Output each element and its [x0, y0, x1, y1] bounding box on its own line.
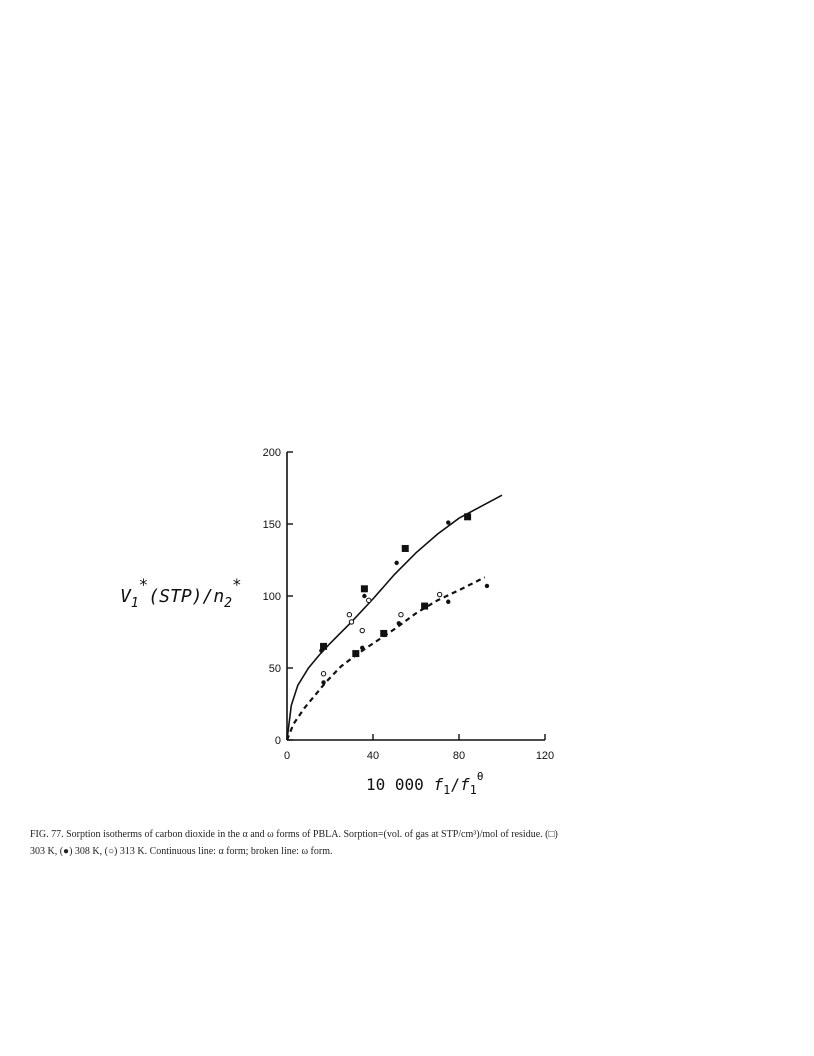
tick-group: 0 50 100 150 200 0 40 80 120: [263, 447, 555, 762]
dot-marker: [484, 583, 490, 589]
x-axis-label: 10 000 f1/f1θ: [366, 770, 483, 797]
dot-marker: [321, 680, 326, 685]
y-tick-label: 150: [263, 519, 281, 531]
square-marker: [380, 629, 388, 637]
x-tick-label: 40: [367, 750, 379, 762]
square-marker: [352, 650, 360, 658]
caption-line-2: 303 K, (●) 308 K, (○) 313 K. Continuous …: [30, 846, 333, 857]
circle-marker: [348, 619, 355, 625]
dot-marker: [362, 593, 367, 599]
dot-marker: [396, 621, 401, 626]
y-tick-label: 100: [263, 591, 281, 603]
x-tick-label: 120: [536, 750, 554, 762]
square-marker: [464, 513, 472, 521]
figure-caption: FIG. 77. Sorption isotherms of carbon di…: [30, 826, 670, 860]
circle-marker: [359, 627, 365, 634]
dot-marker: [394, 560, 399, 566]
dot-marker: [446, 520, 451, 525]
square-marker: [401, 544, 409, 552]
alpha-form-curve: [286, 494, 503, 741]
marker-group: [319, 513, 490, 685]
x-tick-label: 80: [453, 750, 465, 762]
square-marker: [320, 642, 328, 650]
circle-marker: [366, 597, 372, 604]
y-tick-label: 0: [275, 735, 281, 747]
curve-group: [285, 494, 503, 741]
omega-form-curve: [285, 576, 486, 741]
circle-marker: [346, 612, 353, 618]
y-tick-label: 200: [263, 447, 281, 459]
square-marker: [421, 602, 429, 610]
caption-line-1: FIG. 77. Sorption isotherms of carbon di…: [30, 829, 558, 840]
circle-marker: [436, 591, 443, 598]
circle-marker: [320, 671, 327, 677]
y-tick-label: 50: [269, 663, 281, 675]
x-tick-label: 0: [284, 750, 290, 762]
dot-marker: [360, 645, 365, 651]
square-marker: [360, 585, 368, 593]
circle-marker: [398, 612, 404, 618]
y-axis-label: V1*(STP)/n2*: [120, 575, 242, 611]
dot-marker: [446, 599, 451, 604]
dot-marker: [319, 648, 324, 653]
